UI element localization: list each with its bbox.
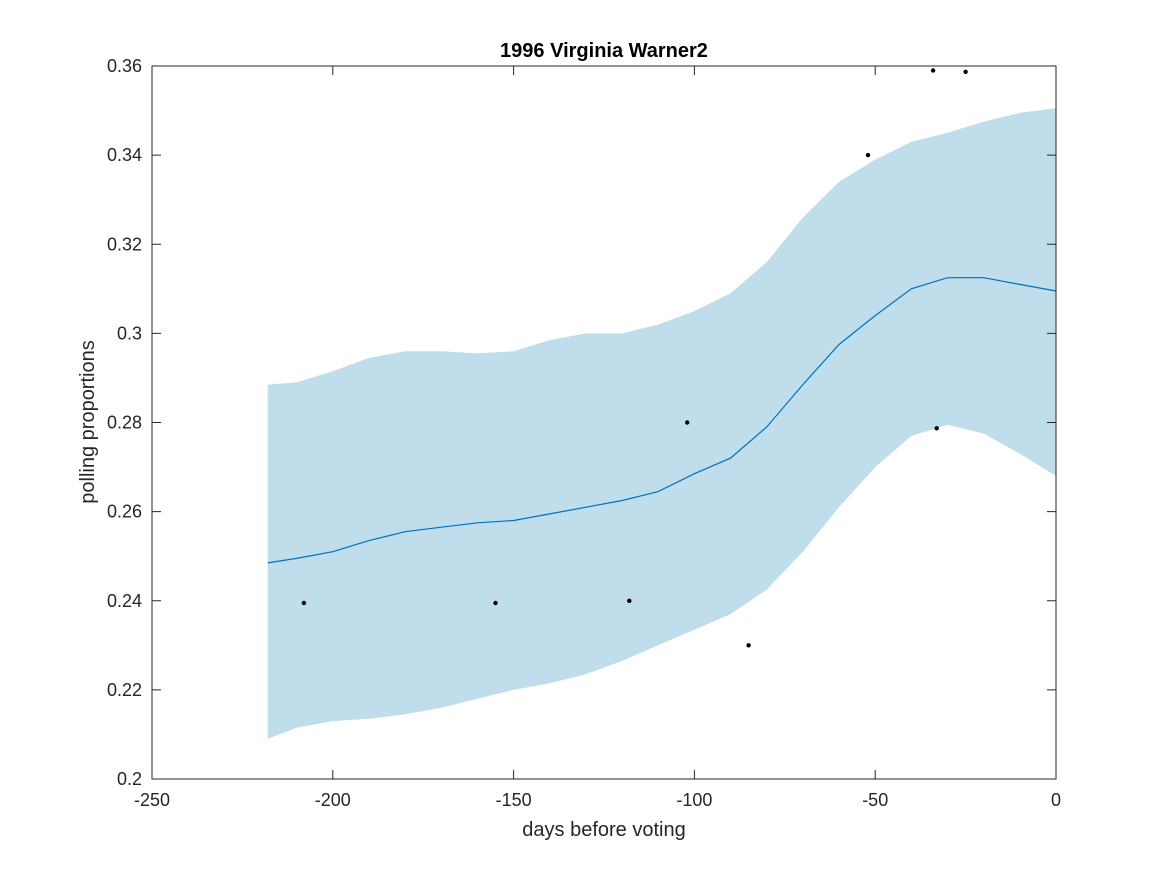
x-tick-label: -250: [134, 790, 170, 810]
poll-point: [930, 68, 936, 73]
y-tick-label: 0.32: [107, 234, 142, 254]
y-tick-label: 0.34: [107, 145, 142, 165]
y-tick-label: 0.2: [117, 769, 142, 789]
y-tick-label: 0.24: [107, 591, 142, 611]
y-tick-label: 0.22: [107, 680, 142, 700]
x-tick-label: -200: [315, 790, 351, 810]
x-tick-label: -50: [862, 790, 888, 810]
y-tick-label: 0.3: [117, 323, 142, 343]
confidence-band: [267, 108, 1056, 739]
poll-point: [493, 600, 498, 606]
y-tick-label: 0.26: [107, 502, 142, 522]
poll-point: [627, 598, 632, 603]
x-axis-label: days before voting: [522, 819, 685, 841]
poll-point: [746, 643, 751, 648]
y-axis: 0.2 0.22 0.24 0.26 0.28 0.3 0.32 0.34 0.36: [107, 56, 1056, 789]
poll-point: [963, 69, 968, 75]
plot-area: [267, 68, 1057, 739]
y-tick-label: 0.36: [107, 56, 142, 76]
x-tick-label: 0: [1051, 790, 1061, 810]
poll-point: [865, 152, 871, 158]
x-tick-label: -100: [676, 790, 712, 810]
poll-point: [685, 420, 690, 425]
poll-point: [934, 426, 939, 431]
trend-line: [267, 277, 1057, 564]
y-axis-label: polling proportions: [77, 340, 99, 503]
x-tick-label: -150: [496, 790, 532, 810]
x-axis: -250 -200 -150 -100 -50 0: [134, 66, 1061, 810]
chart-title: 1996 Virginia Warner2: [500, 40, 708, 62]
poll-point: [301, 600, 307, 606]
y-tick-label: 0.28: [107, 413, 142, 433]
